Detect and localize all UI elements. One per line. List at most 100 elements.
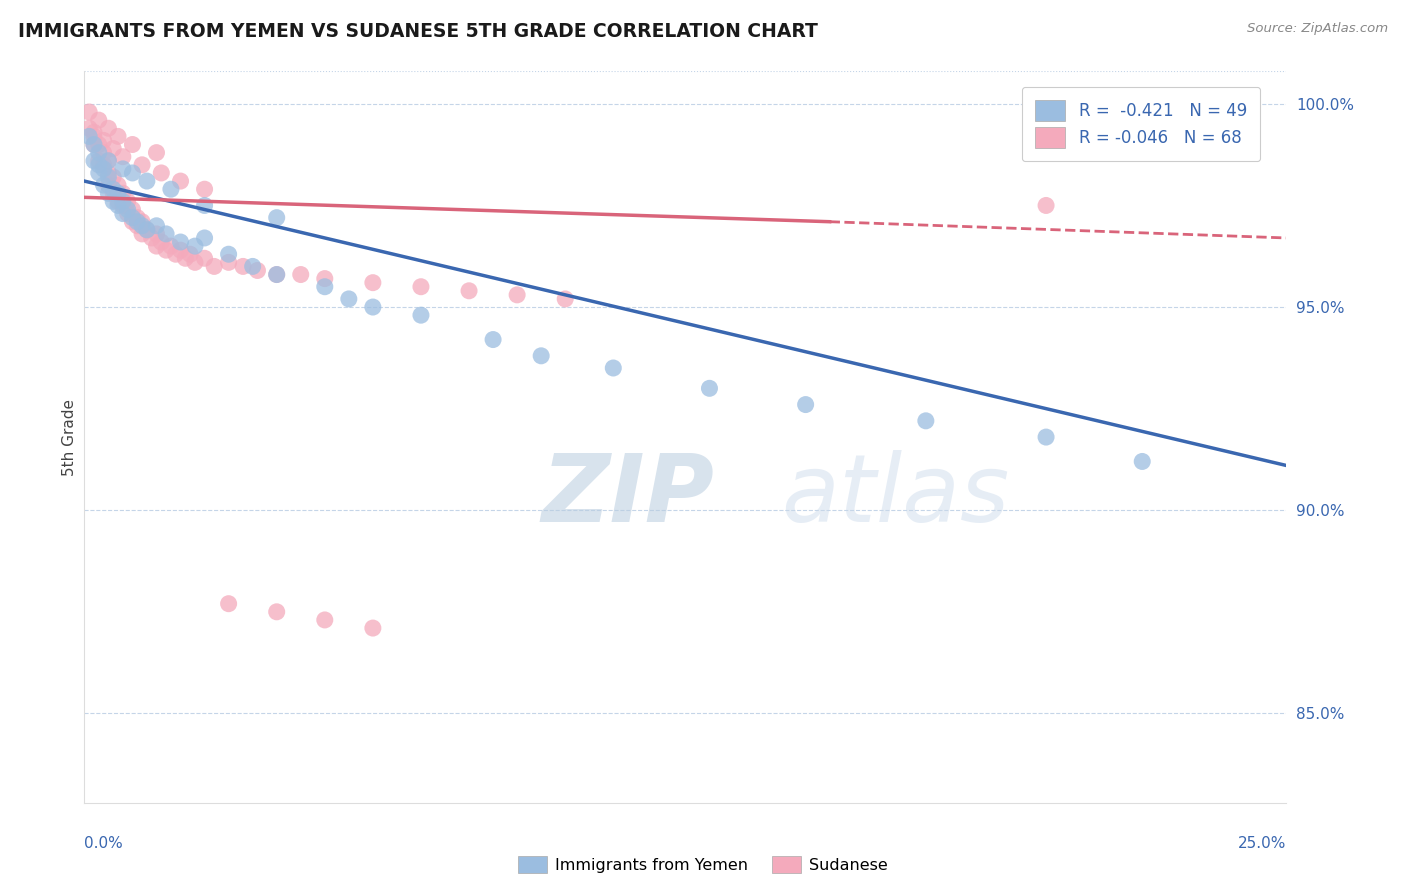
Point	[87, 158, 110, 172]
Point	[107, 186, 129, 201]
Point	[127, 219, 149, 233]
Point	[83, 129, 105, 144]
Point	[1035, 430, 1057, 444]
Point	[184, 255, 207, 269]
Point	[83, 137, 105, 152]
Point	[107, 198, 129, 212]
Point	[103, 142, 125, 156]
Point	[218, 597, 240, 611]
Point	[160, 239, 183, 253]
Point	[87, 145, 110, 160]
Point	[127, 211, 149, 225]
Point	[103, 186, 125, 201]
Point	[121, 202, 143, 217]
Point	[155, 227, 177, 241]
Point	[458, 284, 481, 298]
Point	[117, 206, 139, 220]
Point	[131, 158, 153, 172]
Point	[314, 279, 336, 293]
Text: ZIP: ZIP	[541, 450, 714, 541]
Point	[93, 161, 115, 176]
Point	[103, 182, 125, 196]
Point	[482, 333, 505, 347]
Point	[121, 166, 143, 180]
Legend: R =  -0.421   N = 49, R = -0.046   N = 68: R = -0.421 N = 49, R = -0.046 N = 68	[1022, 87, 1260, 161]
Point	[97, 178, 120, 193]
Point	[111, 206, 134, 220]
Point	[93, 145, 115, 160]
Text: 0.0%: 0.0%	[84, 836, 124, 851]
Point	[169, 174, 191, 188]
Point	[165, 247, 187, 261]
Text: 25.0%: 25.0%	[1239, 836, 1286, 851]
Point	[361, 621, 384, 635]
Point	[266, 605, 288, 619]
Point	[179, 247, 201, 261]
Point	[266, 268, 288, 282]
Point	[246, 263, 269, 277]
Point	[314, 271, 336, 285]
Point	[145, 145, 167, 160]
Point	[194, 182, 217, 196]
Point	[117, 202, 139, 217]
Point	[83, 137, 105, 152]
Point	[87, 166, 110, 180]
Point	[169, 243, 191, 257]
Point	[155, 243, 177, 257]
Point	[77, 105, 100, 120]
Point	[361, 300, 384, 314]
Point	[97, 186, 120, 201]
Point	[111, 194, 134, 209]
Point	[1227, 105, 1250, 120]
Point	[602, 361, 624, 376]
Point	[530, 349, 553, 363]
Point	[97, 169, 120, 184]
Point	[202, 260, 225, 274]
Point	[131, 215, 153, 229]
Point	[266, 268, 288, 282]
Point	[97, 166, 120, 180]
Point	[135, 223, 157, 237]
Point	[337, 292, 360, 306]
Legend: Immigrants from Yemen, Sudanese: Immigrants from Yemen, Sudanese	[512, 849, 894, 880]
Point	[121, 215, 143, 229]
Point	[232, 260, 254, 274]
Point	[150, 166, 173, 180]
Point	[117, 194, 139, 209]
Point	[77, 129, 100, 144]
Point	[218, 247, 240, 261]
Point	[194, 198, 217, 212]
Point	[314, 613, 336, 627]
Point	[361, 276, 384, 290]
Point	[77, 121, 100, 136]
Point	[194, 252, 217, 266]
Point	[97, 121, 120, 136]
Point	[83, 125, 105, 139]
Point	[111, 198, 134, 212]
Point	[184, 239, 207, 253]
Point	[135, 174, 157, 188]
Point	[83, 153, 105, 168]
Point	[218, 255, 240, 269]
Point	[121, 137, 143, 152]
Point	[107, 178, 129, 193]
Point	[131, 227, 153, 241]
Point	[135, 223, 157, 237]
Point	[111, 150, 134, 164]
Point	[160, 182, 183, 196]
Point	[266, 211, 288, 225]
Point	[409, 279, 432, 293]
Point	[145, 239, 167, 253]
Point	[194, 231, 217, 245]
Point	[699, 381, 721, 395]
Point	[409, 308, 432, 322]
Text: Source: ZipAtlas.com: Source: ZipAtlas.com	[1247, 22, 1388, 36]
Point	[554, 292, 576, 306]
Y-axis label: 5th Grade: 5th Grade	[62, 399, 77, 475]
Point	[145, 219, 167, 233]
Point	[107, 129, 129, 144]
Point	[87, 137, 110, 152]
Point	[111, 186, 134, 201]
Point	[111, 161, 134, 176]
Point	[97, 153, 120, 168]
